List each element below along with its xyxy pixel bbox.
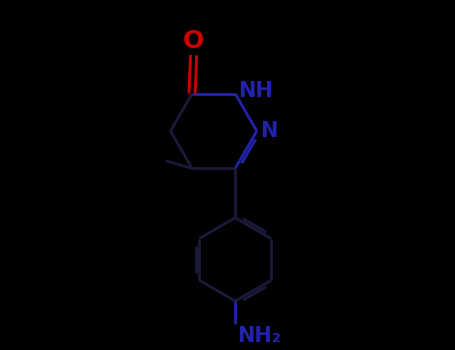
Text: N: N <box>260 121 277 141</box>
Text: NH₂: NH₂ <box>237 326 281 346</box>
Text: O: O <box>183 29 204 52</box>
Text: NH: NH <box>238 81 273 101</box>
